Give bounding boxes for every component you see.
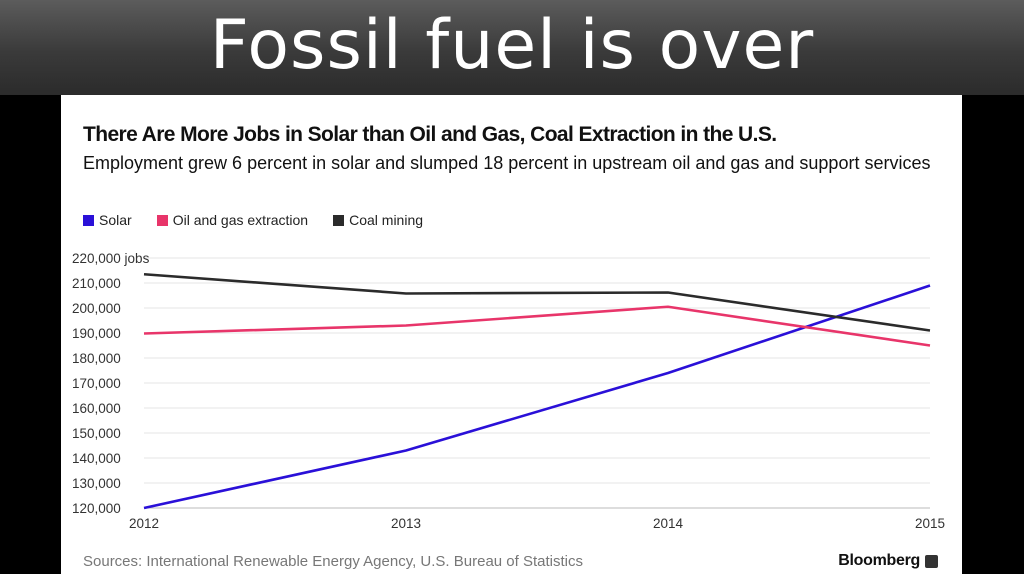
x-tick-label: 2012 — [129, 516, 159, 531]
legend-label-coal: Coal mining — [349, 212, 424, 228]
legend-label-oil-gas: Oil and gas extraction — [172, 212, 309, 228]
bloomberg-icon — [925, 554, 938, 568]
line-chart: 220,000 jobs 210,000 200,000 190,000 180,000… — [72, 251, 945, 531]
brand-name: Bloomberg — [838, 552, 920, 569]
y-tick-label: 200,000 — [72, 301, 121, 316]
legend-swatch-solar — [83, 214, 94, 226]
x-tick-label: 2015 — [915, 516, 945, 531]
legend-swatch-oil-gas — [156, 214, 168, 226]
brand-logo: Bloomberg — [838, 552, 938, 570]
chart-source: Sources: International Renewable Energy … — [83, 553, 583, 570]
chart-panel: There Are More Jobs in Solar than Oil an… — [61, 95, 962, 574]
slide-banner: Fossil fuel is over — [0, 0, 1024, 95]
legend-item-coal: Coal mining — [333, 212, 423, 228]
legend-label-solar: Solar — [99, 212, 132, 228]
y-tick-label: 140,000 — [72, 451, 121, 466]
y-tick-label: 180,000 — [72, 351, 121, 366]
y-tick-label: 160,000 — [72, 401, 121, 416]
series-line-solar — [143, 284, 931, 510]
x-tick-label: 2013 — [391, 516, 421, 531]
y-tick-label: 130,000 — [72, 476, 121, 491]
chart-subtitle: Employment grew 6 percent in solar and s… — [83, 153, 931, 173]
legend-item-oil-gas: Oil and gas extraction — [156, 212, 309, 228]
y-tick-label: 210,000 — [72, 276, 121, 291]
series-line-coal-mining — [143, 272, 931, 332]
y-tick-label: 120,000 — [72, 501, 121, 516]
legend-swatch-coal — [333, 214, 345, 226]
y-tick-label: 190,000 — [72, 326, 121, 341]
slide-title: Fossil fuel is over — [209, 6, 815, 85]
y-tick-label: 220,000 jobs — [72, 251, 150, 266]
y-tick-label: 170,000 — [72, 376, 121, 391]
legend-item-solar: Solar — [83, 212, 132, 228]
series-line-oil-and-gas-extraction — [143, 305, 931, 347]
chart-title: There Are More Jobs in Solar than Oil an… — [83, 123, 777, 146]
x-tick-label: 2014 — [653, 516, 684, 531]
y-tick-label: 150,000 — [72, 426, 121, 441]
chart-legend: Solar Oil and gas extraction Coal mining — [83, 212, 448, 228]
